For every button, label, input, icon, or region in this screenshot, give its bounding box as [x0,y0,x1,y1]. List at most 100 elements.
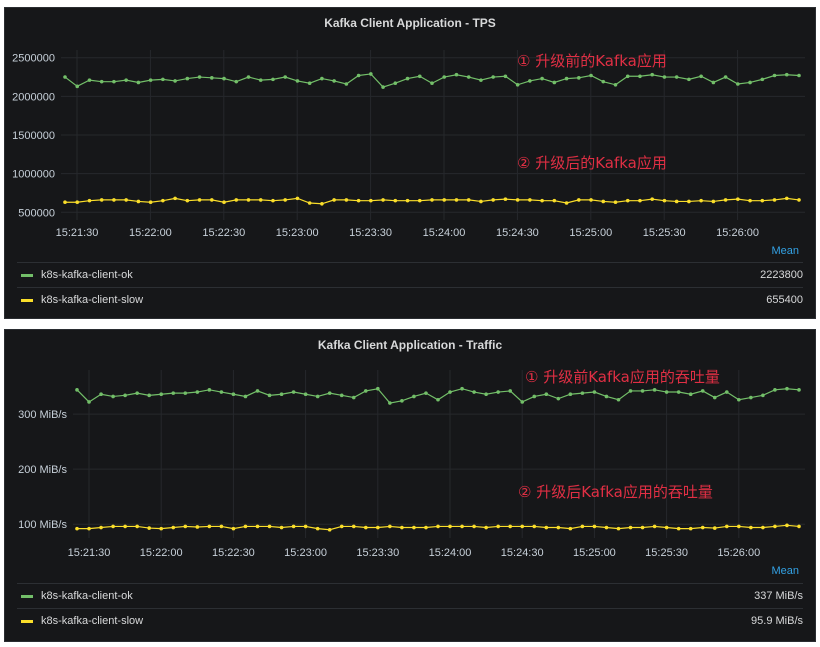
x-tick-label: 15:24:00 [429,547,472,559]
y-tick-label: 100 MiB/s [18,519,67,531]
data-point [737,524,741,529]
data-point [171,525,176,530]
data-point [532,394,537,399]
data-point [736,197,740,201]
data-point [442,198,447,202]
data-point [320,201,324,206]
data-point [711,199,716,204]
data-point [63,200,67,205]
data-point [760,198,765,203]
data-point [279,525,284,530]
panel-title[interactable]: Kafka Client Application - TPS [324,16,496,30]
data-point [246,198,251,202]
x-tick-label: 15:23:30 [356,547,399,559]
data-point [749,395,753,400]
data-point [589,198,593,202]
data-point [417,74,422,79]
data-point [797,198,801,202]
data-point [712,526,717,530]
data-point [159,526,164,531]
legend-item-ok[interactable]: k8s-kafka-client-ok 2223800 [17,262,803,287]
data-point [540,198,544,203]
data-point [723,75,728,79]
data-point [564,201,569,205]
data-point [327,527,332,532]
data-point [544,392,549,397]
data-point [283,198,288,202]
x-tick-label: 15:24:00 [423,227,466,239]
data-point [773,524,777,529]
legend-item-slow[interactable]: k8s-kafka-client-slow 655400 [17,287,803,312]
data-point [173,79,177,83]
legend-series-name: k8s-kafka-client-ok [41,590,133,602]
data-point [580,524,585,529]
data-point [405,76,410,81]
data-point [75,388,79,392]
data-point [258,78,263,82]
data-point [448,390,452,394]
data-point [258,198,263,202]
data-point [638,198,642,203]
legend-swatch-ok [21,594,33,598]
data-point [628,525,633,530]
data-point [161,77,165,82]
data-point [351,395,356,400]
data-point [424,525,428,530]
data-point [688,392,693,397]
data-point [552,80,557,85]
data-point [161,198,165,203]
data-point [662,198,667,203]
data-point [369,198,373,203]
data-point [271,198,275,203]
data-point [197,198,202,202]
data-point [339,393,344,398]
x-tick-label: 15:26:00 [716,227,759,239]
data-point [466,198,471,202]
data-point [772,198,777,202]
data-point [520,400,525,404]
data-point [159,392,164,397]
data-point [700,525,705,530]
data-point [381,198,385,202]
x-tick-label: 15:25:00 [573,547,616,559]
data-point [604,525,609,530]
x-tick-label: 15:23:00 [284,547,327,559]
data-point [393,198,398,203]
legend-item-slow[interactable]: k8s-kafka-client-slow 95.9 MiB/s [17,608,803,633]
data-point [364,389,368,393]
data-point [344,82,349,86]
data-point [700,389,705,393]
data-point [638,74,642,79]
data-point [234,79,239,84]
data-point [303,524,308,529]
panel-title[interactable]: Kafka Client Application - Traffic [317,338,503,352]
data-point [650,72,654,77]
data-point [222,200,226,205]
legend-mean-header[interactable]: Mean [771,245,799,257]
data-point [393,81,398,86]
data-point [271,77,275,82]
data-point [797,73,801,78]
traffic-panel: Kafka Client Application - Traffic 100 M… [4,329,816,642]
data-point [725,524,729,529]
data-point [123,393,127,398]
data-point [785,523,789,528]
data-point [761,525,765,530]
x-tick-label: 15:23:00 [276,227,319,239]
data-point [369,72,373,76]
legend-item-ok[interactable]: k8s-kafka-client-ok 337 MiB/s [17,583,803,608]
data-point [267,524,272,529]
data-point [466,75,471,79]
data-point [99,392,103,397]
data-point [135,391,139,395]
chart-annotation: ① 升级前的Kafka应用 [517,52,667,70]
legend-series-mean: 655400 [766,294,803,306]
data-point [195,390,200,394]
chart-annotation: ① 升级前Kafka应用的吞吐量 [525,368,720,386]
legend-mean-header[interactable]: Mean [771,565,799,577]
legend-swatch-slow [21,298,33,302]
data-point [613,200,618,205]
data-point [255,524,260,529]
data-point [315,526,320,531]
data-point [436,524,440,529]
